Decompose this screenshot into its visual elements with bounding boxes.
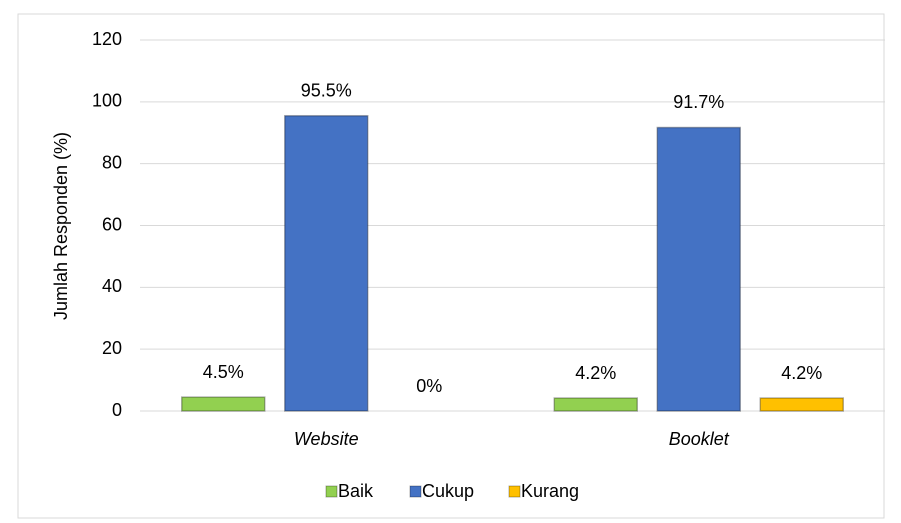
- legend-swatch: [508, 485, 521, 498]
- bar: [656, 126, 741, 412]
- y-axis-label: Jumlah Responden (%): [51, 132, 71, 320]
- x-tick-label: Booklet: [669, 429, 730, 449]
- y-tick-label: 0: [112, 400, 122, 420]
- x-tick-label: Website: [294, 429, 359, 449]
- bar: [553, 397, 638, 412]
- legend-label: Baik: [338, 481, 374, 501]
- bar: [284, 114, 369, 412]
- y-tick-label: 40: [102, 276, 122, 296]
- value-label: 91.7%: [673, 92, 724, 112]
- y-tick-label: 120: [92, 29, 122, 49]
- chart-border: [17, 13, 885, 519]
- value-label: 4.2%: [575, 363, 616, 383]
- y-tick-label: 80: [102, 152, 122, 172]
- value-label: 4.2%: [781, 363, 822, 383]
- legend-swatch: [409, 485, 422, 498]
- value-label: 4.5%: [203, 362, 244, 382]
- bar: [759, 397, 844, 412]
- y-tick-label: 20: [102, 338, 122, 358]
- legend-swatch: [325, 485, 338, 498]
- y-tick-label: 60: [102, 214, 122, 234]
- value-label: 0%: [416, 376, 442, 396]
- legend-label: Kurang: [521, 481, 579, 501]
- y-tick-label: 100: [92, 91, 122, 111]
- legend-label: Cukup: [422, 481, 474, 501]
- value-label: 95.5%: [301, 80, 352, 100]
- bar: [181, 396, 266, 412]
